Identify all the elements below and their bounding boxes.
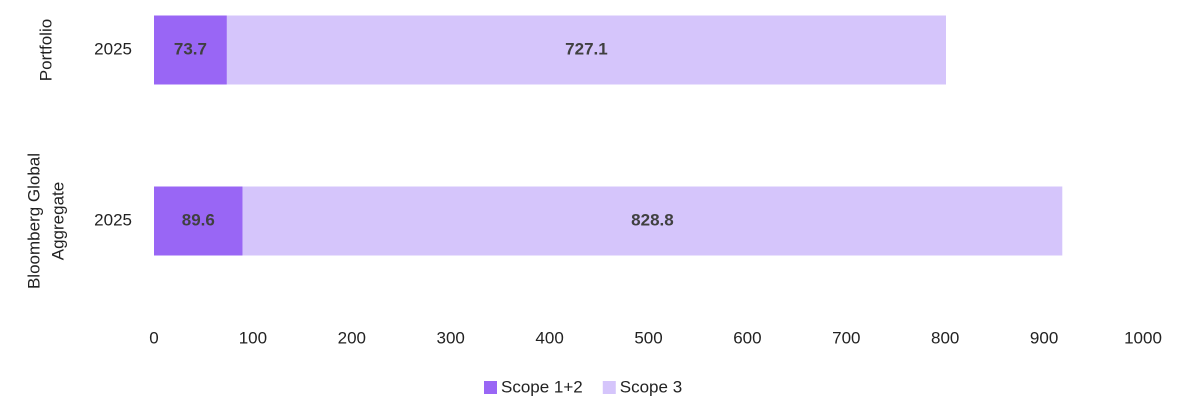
x-tick-label: 0: [149, 328, 158, 347]
bar-segment: [242, 186, 1063, 256]
x-tick-label: 900: [1030, 328, 1058, 347]
x-tick-label: 1000: [1124, 328, 1162, 347]
group-label: Bloomberg Global: [24, 153, 43, 289]
bar-segment: [154, 186, 243, 256]
bar-segment: [226, 15, 946, 85]
bar-segment: [154, 15, 227, 85]
group-label: Aggregate: [48, 182, 67, 260]
y-tick-label: 2025: [94, 39, 132, 58]
x-tick-label: 300: [437, 328, 465, 347]
legend-label: Scope 1+2: [501, 377, 583, 396]
legend-swatch: [484, 381, 497, 394]
x-tick-label: 200: [338, 328, 366, 347]
x-tick-label: 500: [634, 328, 662, 347]
legend-label: Scope 3: [620, 377, 682, 396]
group-label: Portfolio: [36, 19, 55, 81]
x-tick-label: 100: [239, 328, 267, 347]
value-label: 89.6: [182, 210, 215, 229]
y-tick-label: 2025: [94, 210, 132, 229]
value-label: 727.1: [565, 39, 608, 58]
value-label: 828.8: [631, 210, 674, 229]
legend-swatch: [602, 381, 616, 394]
x-tick-label: 700: [832, 328, 860, 347]
x-tick-label: 400: [535, 328, 563, 347]
x-tick-label: 800: [931, 328, 959, 347]
x-tick-label: 600: [733, 328, 761, 347]
value-label: 73.7: [174, 39, 207, 58]
